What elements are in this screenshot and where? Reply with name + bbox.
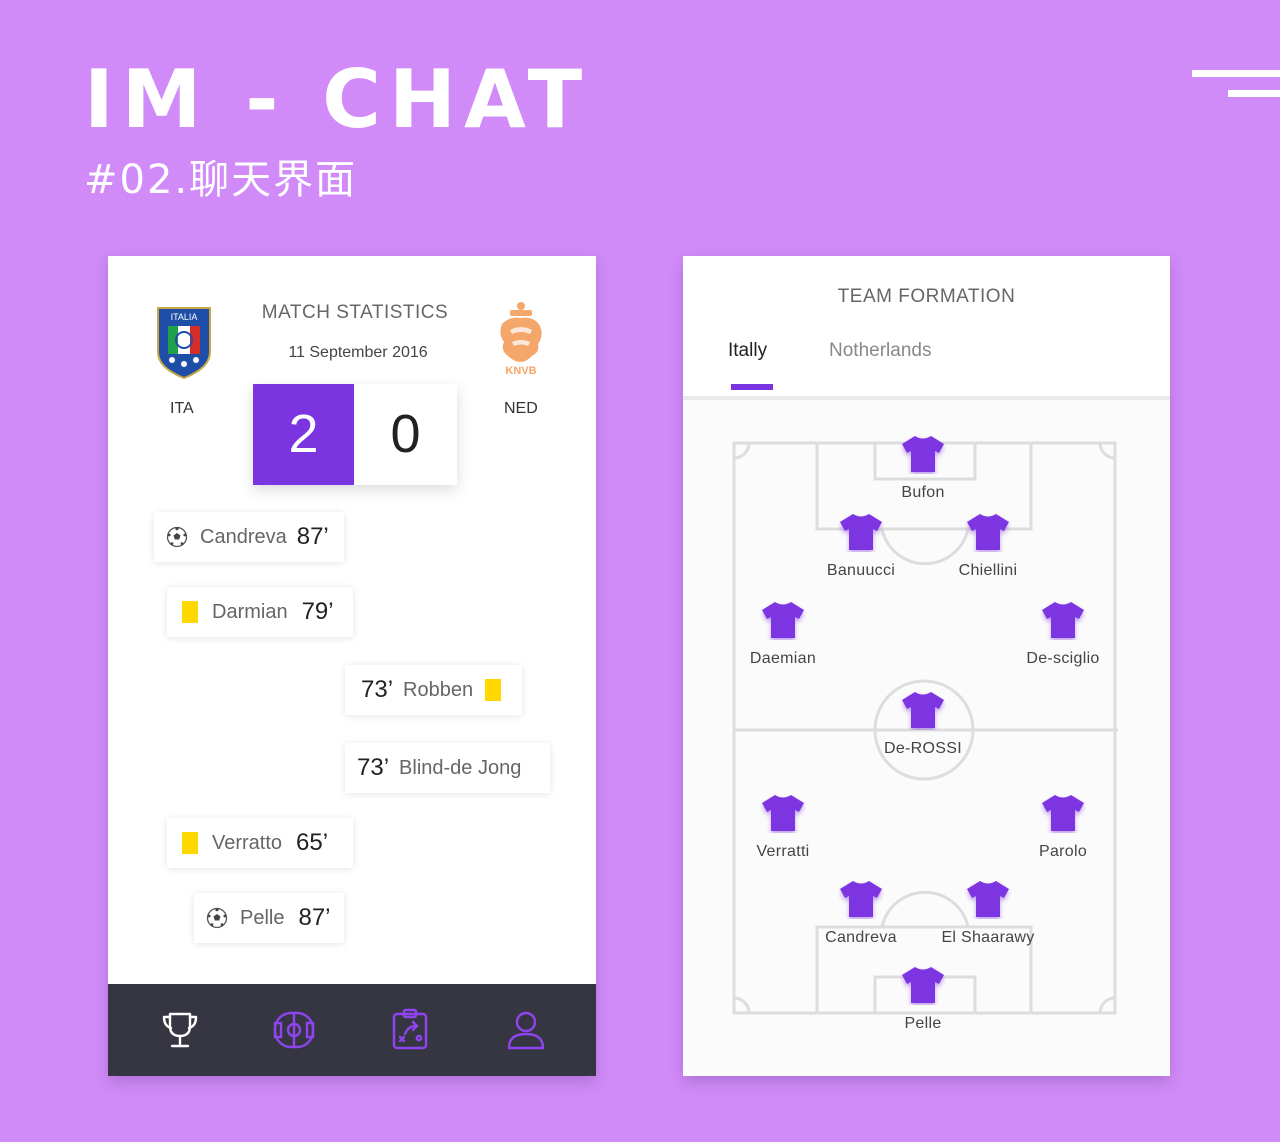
scoreboard: 2 0 [253,384,457,485]
player-marker[interactable]: De-ROSSI [858,690,988,758]
decorative-line [1192,70,1280,77]
player-marker[interactable]: Parolo [998,793,1128,861]
jersey-icon [762,795,804,831]
jersey-icon [967,514,1009,550]
player-name: El Shaarawy [941,929,1035,946]
match-event[interactable]: Pelle 87’ [194,893,344,943]
event-player-name: Candreva [200,525,287,548]
page-subtitle: #02.聊天界面 [84,157,358,203]
player-name: Bufon [901,484,945,501]
event-minute: 79’ [301,598,334,625]
match-date: 11 September 2016 [288,344,428,361]
jersey-icon [1042,795,1084,831]
jersey-icon [902,692,944,728]
player-name: De-sciglio [1026,650,1100,667]
event-minute: 73’ [361,676,394,703]
event-player-name: Blind-de Jong [399,756,522,779]
player-name: Parolo [1038,843,1088,860]
match-event[interactable]: 73’ Blind-de Jong [345,743,550,793]
away-team-code: NED [504,400,538,417]
match-event[interactable]: Darmian 79’ [167,587,353,637]
decorative-line [1228,90,1280,97]
soccer-ball-icon [206,907,228,929]
player-name: Pelle [904,1015,942,1032]
player-marker[interactable]: El Shaarawy [923,879,1053,947]
event-minute: 65’ [296,829,329,856]
tab-italy[interactable]: Itally [728,340,768,361]
event-minute: 87’ [296,523,329,550]
home-team-code: ITA [170,400,194,417]
pitch-area: Bufon Banuucci Chiellini Daemian De-sciglio D… [683,400,1170,1076]
team-formation-title: TEAM FORMATION [837,286,1016,307]
team-formation-card: TEAM FORMATION Itally Notherlands Bufon B… [683,256,1170,1076]
trophy-icon[interactable] [158,1008,202,1052]
yellow-card-icon [182,601,198,623]
match-event[interactable]: Verratto 65’ [167,818,353,868]
yellow-card-icon [485,679,502,701]
tactics-board-icon[interactable] [388,1008,432,1052]
player-marker[interactable]: Daemian [718,600,848,668]
player-name: Chiellini [958,562,1018,579]
home-score: 2 [253,384,354,485]
event-player-name: Pelle [240,906,285,929]
player-name: Daemian [749,650,817,667]
player-marker[interactable]: Chiellini [923,512,1053,580]
svg-text:KNVB: KNVB [505,365,536,377]
bottom-tab-bar [108,984,596,1076]
jersey-icon [840,514,882,550]
event-minute: 73’ [357,754,390,781]
jersey-icon [967,881,1009,917]
match-event[interactable]: 73’ Robben [345,665,522,715]
player-name: Banuucci [826,562,896,579]
player-marker[interactable]: Verratti [718,793,848,861]
player-marker[interactable]: Banuucci [796,512,926,580]
match-statistics-card: ITALIA KNVB ITA NED MATCH STATISTICS 11 … [108,256,596,1076]
player-name: Verratti [756,843,810,860]
event-minute: 87’ [298,904,331,931]
player-marker[interactable]: De-sciglio [998,600,1128,668]
event-player-name: Darmian [212,600,288,623]
tab-netherlands[interactable]: Notherlands [829,340,932,361]
jersey-icon [762,602,804,638]
player-marker[interactable]: Bufon [858,434,988,502]
event-player-name: Verratto [212,831,283,854]
player-marker[interactable]: Candreva [796,879,926,947]
match-statistics-title: MATCH STATISTICS [261,302,449,323]
page-title: IM - CHAT [84,53,591,146]
pitch-icon[interactable] [272,1008,316,1052]
jersey-icon [840,881,882,917]
jersey-icon [1042,602,1084,638]
away-score: 0 [390,404,421,464]
jersey-icon [902,967,944,1003]
jersey-icon [902,436,944,472]
player-marker[interactable]: Pelle [858,965,988,1033]
player-name: Candreva [825,929,897,946]
user-profile-icon[interactable] [504,1008,548,1052]
event-player-name: Robben [403,678,474,701]
italy-crest-icon: ITALIA [157,307,211,380]
match-event[interactable]: Candreva 87’ [154,512,344,562]
soccer-ball-icon [166,526,188,548]
divider [683,396,1170,400]
svg-text:ITALIA: ITALIA [171,312,198,322]
knvb-lion-crest-icon: KNVB [500,302,542,377]
active-tab-indicator [731,384,773,390]
yellow-card-icon [182,832,198,854]
player-name: De-ROSSI [884,740,962,757]
